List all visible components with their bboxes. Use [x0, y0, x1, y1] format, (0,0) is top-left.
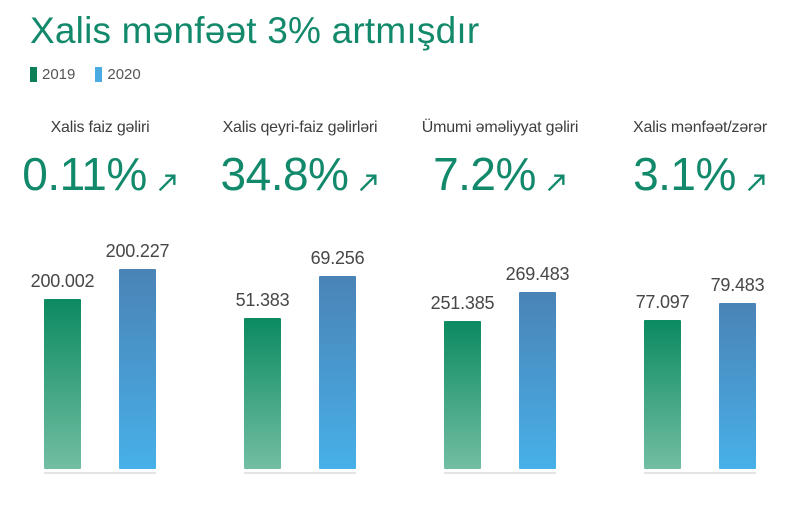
bar-2020 [319, 276, 356, 469]
metric-title: Xalis faiz gəliri [50, 119, 150, 136]
bar-2020-value: 79.483 [710, 275, 765, 295]
page-title: Xalis mənfəət 3% artmışdır [30, 10, 480, 51]
bar-2019-value: 251.385 [430, 293, 495, 313]
metric-title: Xalis mənfəət/zərər [632, 119, 768, 136]
trend-up-arrow-icon [158, 174, 176, 192]
bar-group: 77.097 79.483 [636, 237, 765, 474]
metric-column: Xalis faiz gəliri 0.11% 200.002 200.227 [0, 0, 200, 520]
metric-column: Ümumi əməliyyat gəliri 7.2% 251.385 269.… [400, 0, 600, 520]
chart-legend: 2019 2020 [30, 66, 141, 83]
metric-change: 34.8% [200, 150, 400, 198]
bar-group: 200.002 200.227 [31, 237, 170, 474]
bar-2019-wrap: 251.385 [431, 293, 495, 469]
bar-2020 [519, 292, 556, 469]
metric-change-value: 34.8% [220, 148, 349, 200]
bar-2020-wrap: 200.227 [106, 241, 170, 469]
legend-swatch [30, 67, 37, 82]
metric-column: Xalis mənfəət/zərər 3.1% 77.097 79.483 [600, 0, 800, 520]
bar-2019 [44, 299, 81, 469]
bar-2020-wrap: 69.256 [311, 248, 365, 469]
bar-2019-wrap: 77.097 [636, 292, 690, 469]
metric-change-value: 0.11% [22, 148, 147, 200]
bar-2019-wrap: 200.002 [31, 271, 95, 469]
bar-2019-value: 200.002 [30, 271, 95, 291]
legend-swatch [95, 67, 103, 82]
bar-2020-wrap: 269.483 [506, 264, 570, 469]
bar-2020-value: 200.227 [105, 241, 170, 261]
legend-item: 2020 [95, 66, 141, 83]
bar-2019 [244, 318, 281, 469]
bar-2020 [719, 303, 756, 469]
metric-change: 0.11% [0, 150, 200, 198]
bar-group: 51.383 69.256 [236, 237, 365, 474]
legend-item: 2019 [30, 66, 75, 83]
metric-title: Xalis qeyri-faiz gəlirləri [222, 119, 378, 136]
trend-up-arrow-icon [747, 174, 765, 192]
metric-change: 7.2% [400, 150, 600, 198]
metric-change-value: 3.1% [633, 148, 736, 200]
bar-2019-value: 51.383 [235, 290, 290, 310]
trend-up-arrow-icon [360, 174, 377, 192]
trend-up-arrow-icon [547, 174, 565, 192]
bar-2020-value: 269.483 [505, 264, 570, 284]
bar-2019-wrap: 51.383 [236, 290, 290, 469]
legend-label: 2020 [107, 66, 141, 83]
bar-2019 [644, 320, 681, 469]
bar-2019-value: 77.097 [635, 292, 690, 312]
bar-2020-value: 69.256 [310, 248, 365, 268]
metric-title: Ümumi əməliyyat gəliri [421, 119, 579, 136]
metric-change-value: 7.2% [433, 148, 536, 200]
bar-2020-wrap: 79.483 [711, 275, 765, 469]
bar-2019 [444, 321, 481, 469]
metric-change: 3.1% [600, 150, 800, 198]
bar-group: 251.385 269.483 [431, 237, 570, 474]
metric-column: Xalis qeyri-faiz gəlirləri 34.8% 51.383 … [200, 0, 400, 520]
bar-2020 [119, 269, 156, 469]
legend-label: 2019 [42, 66, 76, 83]
